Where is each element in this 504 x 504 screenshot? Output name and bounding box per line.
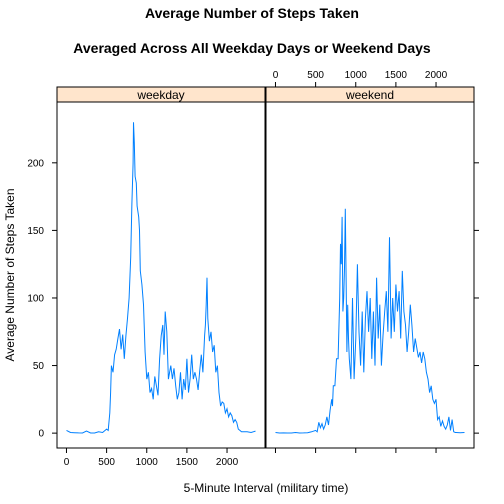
x-tick-label-bottom-2000: 2000 [216, 457, 239, 468]
strip-label-weekday: weekday [136, 88, 184, 102]
x-tick-label-bottom-1000: 1000 [136, 457, 159, 468]
y-tick-label-150: 150 [27, 226, 44, 237]
chart-subtitle: Averaged Across All Weekday Days or Week… [73, 40, 431, 56]
x-tick-label-top-1500: 1500 [385, 70, 408, 81]
y-tick-label-100: 100 [27, 293, 44, 304]
y-tick-label-200: 200 [27, 158, 44, 169]
y-axis-label: Average Number of Steps Taken [3, 189, 17, 362]
y-tick-label-50: 50 [33, 361, 45, 372]
strip-label-weekend: weekend [345, 88, 394, 102]
x-tick-label-bottom-1500: 1500 [176, 457, 199, 468]
panels-group: weekday 0 500 1000 1500 2000 0 50 100 150 200 weeke… [27, 70, 479, 468]
panel-frame-weekend [265, 101, 475, 449]
x-tick-label-bottom-0: 0 [64, 457, 70, 468]
x-tick-label-top-0: 0 [273, 70, 279, 81]
x-tick-label-top-500: 500 [307, 70, 324, 81]
x-tick-label-top-1000: 1000 [345, 70, 368, 81]
x-axis-label: 5-Minute Interval (military time) [184, 481, 349, 495]
x-tick-label-top-2000: 2000 [425, 70, 448, 81]
series-line-weekend [275, 208, 465, 434]
x-tick-label-bottom-500: 500 [98, 457, 115, 468]
y-tick-label-0: 0 [38, 429, 44, 440]
series-line-weekday [66, 122, 256, 434]
chart-title: Average Number of Steps Taken [145, 5, 359, 21]
panel-frame-weekday [56, 101, 266, 449]
